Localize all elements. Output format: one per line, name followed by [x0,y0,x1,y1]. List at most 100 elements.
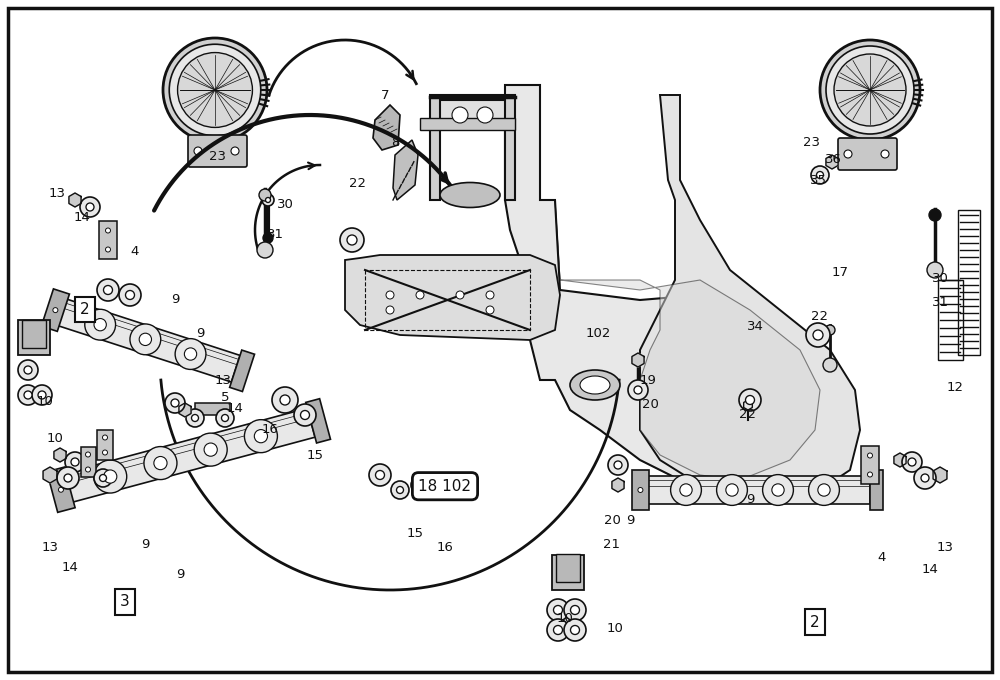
Text: 17: 17 [832,265,848,279]
Circle shape [38,391,46,399]
Text: 12: 12 [946,381,964,394]
Circle shape [280,395,290,405]
Text: 9: 9 [176,568,184,581]
Circle shape [80,197,100,217]
Text: 14: 14 [74,211,90,224]
Polygon shape [51,296,240,382]
Circle shape [259,189,271,201]
Circle shape [547,619,569,641]
Polygon shape [430,95,505,130]
Circle shape [825,325,835,335]
Text: 9: 9 [196,326,204,340]
Circle shape [171,399,179,407]
Text: 13: 13 [48,187,66,201]
Circle shape [746,396,755,405]
Circle shape [608,455,628,475]
Bar [97,430,113,460]
Circle shape [811,166,829,184]
Text: 35: 35 [810,173,826,187]
Circle shape [921,474,929,482]
FancyBboxPatch shape [188,135,247,167]
Circle shape [391,481,409,499]
Text: 16: 16 [437,541,453,554]
Text: 36: 36 [825,153,841,167]
Polygon shape [894,453,906,467]
Text: 23: 23 [210,150,226,163]
Circle shape [119,284,141,306]
Bar [18,320,50,355]
Text: 31: 31 [266,228,284,241]
Circle shape [927,262,943,278]
Circle shape [929,209,941,221]
Text: 14: 14 [62,561,78,575]
Circle shape [570,626,580,634]
Circle shape [820,40,920,140]
Circle shape [908,458,916,466]
Circle shape [386,306,394,314]
Circle shape [554,626,562,634]
Text: 10: 10 [37,394,53,408]
Circle shape [680,484,692,496]
Circle shape [376,471,384,479]
Circle shape [231,147,239,155]
Text: 9: 9 [746,493,754,507]
Circle shape [263,233,273,243]
Polygon shape [632,353,644,367]
Circle shape [813,330,823,340]
Polygon shape [933,467,947,483]
Text: 5: 5 [221,391,229,405]
Circle shape [564,619,586,641]
Circle shape [628,380,648,400]
Text: 10: 10 [607,622,623,636]
Polygon shape [43,467,57,483]
Circle shape [24,366,32,374]
Polygon shape [54,448,66,462]
Circle shape [18,360,38,380]
Bar [552,555,584,590]
Text: 4: 4 [878,551,886,564]
Circle shape [204,443,217,456]
Circle shape [717,475,747,505]
Circle shape [175,339,206,369]
Circle shape [18,385,38,405]
Bar [958,210,980,355]
Text: 9: 9 [141,537,149,551]
Circle shape [386,291,394,299]
Circle shape [564,599,586,621]
Text: 14: 14 [922,562,938,576]
Bar [420,118,515,130]
Circle shape [254,430,268,443]
Circle shape [53,307,58,313]
Polygon shape [632,471,649,509]
Text: 13: 13 [936,541,954,554]
Text: 23: 23 [804,136,820,150]
Circle shape [809,475,839,505]
Circle shape [272,387,298,413]
Polygon shape [56,408,315,505]
Text: 2: 2 [80,302,90,317]
Text: 21: 21 [604,537,620,551]
Text: 18 102: 18 102 [418,479,472,494]
Circle shape [881,150,889,158]
Circle shape [396,486,404,494]
Ellipse shape [570,370,620,400]
Bar [556,554,580,582]
Ellipse shape [580,376,610,394]
Text: 13: 13 [214,374,232,388]
Text: 13: 13 [42,541,58,554]
Polygon shape [826,155,838,169]
Circle shape [165,393,185,413]
Text: 15: 15 [406,527,424,541]
Text: 34: 34 [747,320,763,333]
Circle shape [184,348,197,360]
Circle shape [614,461,622,469]
Circle shape [340,228,364,252]
Polygon shape [230,350,255,392]
Text: 30: 30 [277,197,293,211]
Circle shape [554,605,562,615]
Text: 16: 16 [262,423,278,437]
Circle shape [222,415,228,422]
Polygon shape [612,478,624,492]
Polygon shape [870,471,883,509]
Text: 19: 19 [640,374,656,388]
